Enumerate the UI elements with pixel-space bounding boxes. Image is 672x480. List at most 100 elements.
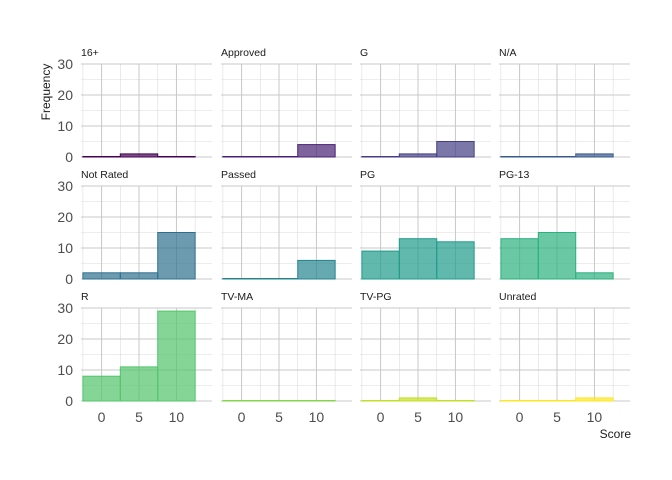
x-tick-label: 0 — [516, 409, 524, 425]
facet-label-tv-ma: TV-MA — [221, 291, 253, 303]
bar-not-rated-bin-0 — [82, 272, 121, 280]
bar-r-bin-2 — [157, 310, 196, 402]
facet-label-unrated: Unrated — [499, 291, 537, 303]
bar-16-bin-0 — [82, 156, 121, 158]
bar-tv-ma-bin-1 — [259, 400, 299, 402]
bar-n-a-bin-1 — [537, 156, 577, 158]
x-tick-label: 5 — [414, 409, 422, 425]
x-tick-label: 10 — [169, 409, 185, 425]
bar-pg-bin-0 — [361, 250, 400, 280]
bar-pg-13-bin-0 — [500, 238, 539, 280]
bars-not-rated — [82, 232, 196, 280]
bar-g-bin-1 — [398, 153, 438, 158]
bar-not-rated-bin-1 — [119, 272, 159, 280]
grid-minor — [81, 64, 212, 157]
bar-unrated-bin-1 — [537, 400, 577, 402]
y-tick-label: 10 — [57, 118, 73, 134]
x-axis-col-0: 0 5 10 — [98, 409, 185, 425]
bar-tv-pg-bin-1 — [398, 397, 438, 402]
bars-tv-ma — [222, 400, 336, 402]
bars-pg — [361, 238, 475, 280]
bars-approved — [222, 144, 336, 158]
y-axis-row-1: 0 10 20 30 — [57, 178, 73, 287]
x-tick-label: 10 — [309, 409, 325, 425]
y-axis-row-2: 0 10 20 30 — [57, 300, 73, 409]
x-axis-col-1: 0 5 10 — [238, 409, 325, 425]
grid-minor — [499, 308, 630, 401]
bar-n-a-bin-2 — [575, 153, 614, 158]
y-tick-label: 10 — [57, 240, 73, 256]
bar-g-bin-2 — [436, 141, 475, 158]
bar-pg-bin-1 — [398, 238, 438, 280]
x-tick-label: 10 — [448, 409, 464, 425]
bar-tv-ma-bin-2 — [297, 400, 336, 402]
facet-label-16: 16+ — [81, 47, 99, 59]
y-tick-label: 0 — [65, 393, 73, 409]
y-tick-label: 10 — [57, 362, 73, 378]
facet-n-a: N/A — [499, 47, 630, 158]
facet-passed: Passed — [221, 169, 352, 280]
bar-not-rated-bin-2 — [157, 232, 196, 280]
x-tick-label: 5 — [135, 409, 143, 425]
bar-unrated-bin-0 — [500, 400, 539, 402]
x-axis-title: Score — [600, 427, 632, 441]
x-tick-label: 0 — [238, 409, 246, 425]
facet-approved: Approved — [221, 47, 352, 158]
bars-tv-pg — [361, 397, 475, 402]
facet-label-pg: PG — [360, 169, 375, 181]
facet-unrated: Unrated — [499, 291, 630, 402]
facet-tv-ma: TV-MA — [221, 291, 352, 402]
facet-label-pg-13: PG-13 — [499, 169, 530, 181]
bar-approved-bin-2 — [297, 144, 336, 158]
facet-label-g: G — [360, 47, 368, 59]
grid-major — [221, 307, 352, 402]
facet-r: R — [81, 291, 212, 402]
bars-passed — [222, 259, 336, 280]
bars-r — [82, 310, 196, 402]
bar-r-bin-1 — [119, 366, 159, 402]
y-axis-row-0: 0 10 20 30 — [57, 56, 73, 165]
y-tick-label: 0 — [65, 149, 73, 165]
facet-label-tv-pg: TV-PG — [360, 291, 392, 303]
y-tick-label: 30 — [57, 178, 73, 194]
y-axes: 0 10 20 30 0 10 20 30 0 10 20 30 — [57, 56, 73, 409]
x-tick-label: 5 — [275, 409, 283, 425]
y-tick-label: 0 — [65, 271, 73, 287]
facet-panels: 16+ Approved G N/A Not Rated Passed PG PG-13 R TV… — [81, 47, 630, 402]
bar-pg-bin-2 — [436, 241, 475, 280]
facet-label-passed: Passed — [221, 169, 256, 181]
bar-approved-bin-0 — [222, 156, 261, 158]
y-tick-label: 30 — [57, 300, 73, 316]
bars-16 — [82, 153, 196, 158]
bar-tv-ma-bin-0 — [222, 400, 261, 402]
grid-minor — [221, 64, 352, 157]
bar-pg-13-bin-2 — [575, 272, 614, 280]
bar-16-bin-1 — [119, 153, 159, 158]
facet-pg: PG — [360, 169, 491, 280]
grid-minor — [499, 64, 630, 157]
bars-unrated — [500, 397, 614, 402]
bars-g — [361, 141, 475, 158]
facet-not-rated: Not Rated — [81, 169, 212, 280]
bar-tv-pg-bin-2 — [436, 400, 475, 402]
bar-passed-bin-2 — [297, 259, 336, 280]
x-tick-label: 10 — [587, 409, 603, 425]
bar-passed-bin-0 — [222, 278, 261, 280]
bar-approved-bin-1 — [259, 156, 299, 158]
y-tick-label: 30 — [57, 56, 73, 72]
x-tick-label: 0 — [98, 409, 106, 425]
facet-label-not-rated: Not Rated — [81, 169, 128, 181]
x-tick-label: 0 — [377, 409, 385, 425]
facet-label-r: R — [81, 291, 89, 303]
grid-minor — [360, 308, 491, 401]
y-tick-label: 20 — [57, 87, 73, 103]
x-axes: 0 5 10 0 5 10 0 5 10 0 5 10 — [98, 409, 603, 425]
bar-passed-bin-1 — [259, 278, 299, 280]
bar-n-a-bin-0 — [500, 156, 539, 158]
bars-n-a — [500, 153, 614, 158]
x-axis-col-3: 0 5 10 — [516, 409, 603, 425]
facet-label-n-a: N/A — [499, 47, 517, 59]
bar-g-bin-0 — [361, 156, 400, 158]
grid-minor — [221, 308, 352, 401]
